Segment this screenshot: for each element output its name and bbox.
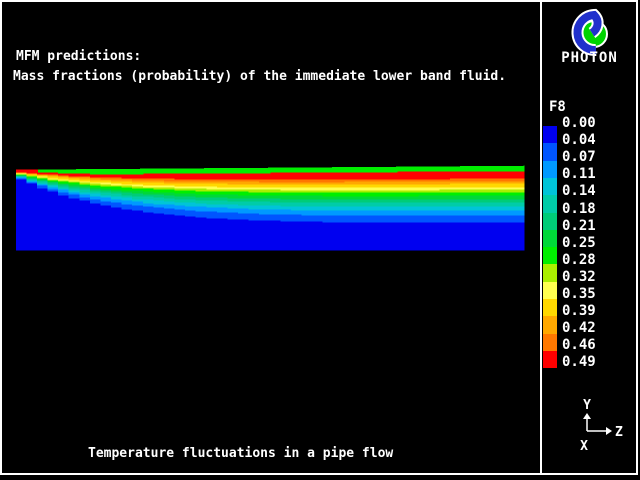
plot-title-line2: Mass fractions (probability) of the imme… xyxy=(13,69,507,84)
plot-caption: Temperature fluctuations in a pipe flow xyxy=(88,446,394,461)
axis-y-arrow-icon xyxy=(583,413,591,419)
axis-z-label: Z xyxy=(615,425,623,440)
photon-logo-icon xyxy=(571,8,608,56)
axis-x-label: X xyxy=(580,439,588,454)
axis-y-label: Y xyxy=(583,398,591,413)
sidebar-divider xyxy=(540,0,542,475)
sidebar xyxy=(542,0,637,475)
contour-band xyxy=(37,165,525,175)
plot-title-line1: MFM predictions: xyxy=(16,49,142,64)
axis-z-arrow-icon xyxy=(606,427,612,435)
legend-variable-label: F8 xyxy=(549,99,566,115)
photon-logo-label: PHOTON xyxy=(561,50,618,66)
axis-triad: Y Z X xyxy=(580,398,623,454)
